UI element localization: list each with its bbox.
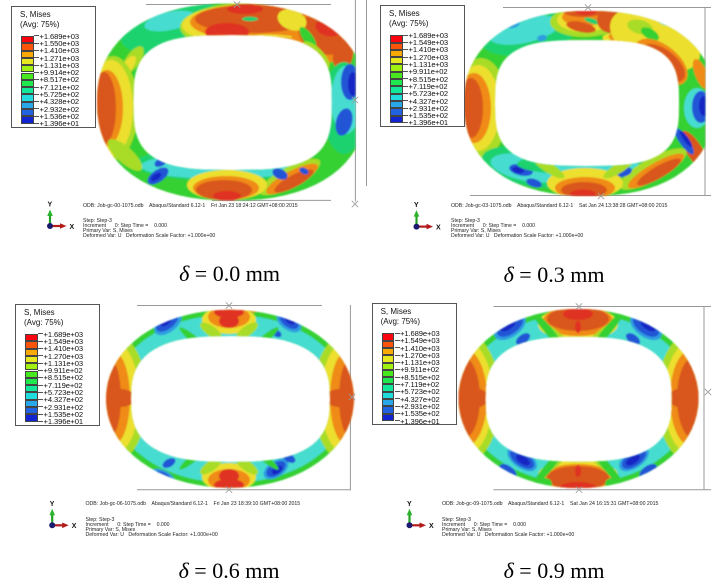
svg-text:X: X <box>72 523 77 530</box>
svg-text:X: X <box>436 224 441 231</box>
svg-text:Y: Y <box>50 501 55 508</box>
svg-text:X: X <box>429 523 434 530</box>
svg-text:Y: Y <box>414 202 419 209</box>
svg-text:X: X <box>70 224 75 231</box>
svg-text:Y: Y <box>48 202 53 209</box>
svg-text:Y: Y <box>407 501 412 508</box>
